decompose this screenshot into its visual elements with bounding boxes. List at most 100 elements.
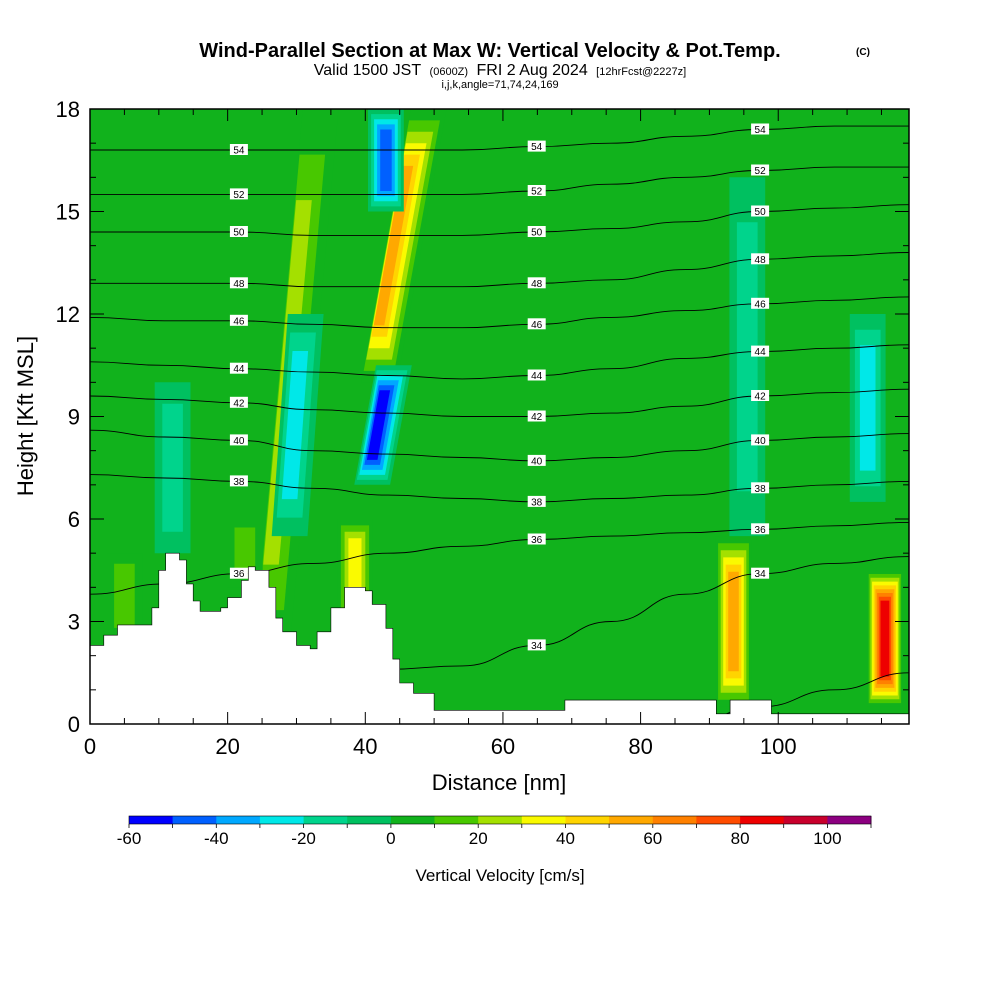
colorbar-swatch (521, 816, 566, 824)
contour-label-text: 38 (233, 477, 245, 488)
y-tick-label: 6 (68, 507, 80, 532)
contour-label-40: 40 (229, 434, 248, 447)
contour-label-38: 38 (229, 475, 248, 488)
grid-indices: i,j,k,angle=71,74,24,169 (441, 79, 558, 91)
contour-label-text: 52 (233, 190, 245, 201)
y-tick-label: 15 (56, 200, 80, 225)
colorbar-tick-label: -60 (117, 829, 142, 848)
contour-label-text: 50 (531, 228, 543, 239)
contour-label-text: 36 (755, 525, 767, 536)
contour-label-42: 42 (527, 410, 546, 423)
downdraft-band (366, 390, 391, 460)
updraft-band (728, 571, 739, 672)
contour-label-48: 48 (229, 277, 248, 290)
contour-label-text: 42 (233, 398, 245, 409)
valid-time: Valid 1500 JST (314, 62, 422, 79)
colorbar-frame (128, 815, 872, 825)
x-tick-label: 40 (353, 734, 377, 759)
y-tick-label: 0 (68, 712, 80, 737)
contour-label-54: 54 (527, 140, 546, 153)
colorbar-swatch (696, 816, 741, 824)
contour-label-46: 46 (229, 314, 248, 327)
contour-label-text: 44 (233, 364, 245, 375)
contour-label-text: 52 (531, 187, 543, 198)
contour-label-text: 48 (531, 279, 543, 290)
colorbar-tick-label: 60 (643, 829, 662, 848)
updraft-band (880, 600, 890, 677)
contour-label-50: 50 (527, 226, 546, 239)
colorbar-swatch (216, 816, 261, 824)
contour-label-text: 40 (531, 456, 543, 467)
colorbar-swatch (172, 816, 217, 824)
contour-label-48: 48 (751, 253, 770, 266)
contour-label-text: 50 (755, 207, 767, 218)
forecast-label: [12hrFcst@2227z] (596, 66, 686, 78)
contour-label-text: 34 (531, 641, 543, 652)
downdraft-band (281, 351, 309, 500)
x-tick-label: 60 (491, 734, 515, 759)
colorbar: -60 -40 -20 0 20 40 60 80 100 (117, 815, 872, 848)
contour-label-text: 38 (755, 484, 767, 495)
colorbar-swatch (740, 816, 785, 824)
colorbar-tick-label: 0 (386, 829, 395, 848)
contour-label-50: 50 (229, 226, 248, 239)
contour-label-40: 40 (527, 454, 546, 467)
colorbar-swatch (783, 816, 828, 824)
contour-label-text: 36 (233, 569, 245, 580)
contour-label-44: 44 (751, 345, 770, 358)
y-tick-label: 18 (56, 97, 80, 122)
contour-label-34: 34 (527, 639, 546, 652)
contour-label-text: 54 (755, 125, 767, 136)
downdraft-band (859, 345, 876, 471)
contour-label-52: 52 (229, 188, 248, 201)
contour-label-54: 54 (751, 123, 770, 136)
colorbar-tick-label: 20 (469, 829, 488, 848)
contour-label-54: 54 (229, 144, 248, 157)
contour-label-text: 50 (233, 228, 245, 239)
contour-label-text: 46 (531, 320, 543, 331)
contour-label-36: 36 (229, 567, 248, 580)
colorbar-swatch (303, 816, 348, 824)
y-tick-label: 3 (68, 610, 80, 635)
contour-label-42: 42 (751, 390, 770, 403)
colorbar-swatch (565, 816, 610, 824)
contour-label-34: 34 (751, 567, 770, 580)
chart-title: Wind-Parallel Section at Max W: Vertical… (199, 40, 780, 62)
colorbar-tick-label: -40 (204, 829, 229, 848)
contour-label-text: 34 (755, 569, 767, 580)
colorbar-swatch (478, 816, 523, 824)
y-axis-label: Height [Kft MSL] (13, 336, 38, 496)
contour-label-44: 44 (527, 369, 546, 382)
contour-label-text: 46 (233, 316, 245, 327)
contour-label-text: 36 (531, 535, 543, 546)
x-tick-label: 100 (760, 734, 797, 759)
downdraft-band (162, 403, 183, 532)
colorbar-tick-label: 40 (556, 829, 575, 848)
contour-label-text: 46 (755, 299, 767, 310)
contour-label-48: 48 (527, 277, 546, 290)
colorbar-swatch (434, 816, 479, 824)
terrain-mask (90, 552, 909, 724)
contour-label-text: 40 (233, 436, 245, 447)
y-tick-label: 12 (56, 302, 80, 327)
x-tick-label: 20 (215, 734, 239, 759)
colorbar-swatch (827, 816, 872, 824)
contour-label-42: 42 (229, 396, 248, 409)
contour-label-text: 52 (755, 166, 767, 177)
colorbar-title: Vertical Velocity [cm/s] (415, 866, 584, 885)
contour-label-52: 52 (527, 185, 546, 198)
contour-label-44: 44 (229, 362, 248, 375)
contour-label-text: 54 (531, 142, 543, 153)
contour-label-36: 36 (751, 523, 770, 536)
contour-label-text: 40 (755, 436, 767, 447)
colorbar-tick-label: 100 (813, 829, 841, 848)
downdraft-band (736, 222, 758, 492)
x-tick-label: 0 (84, 734, 96, 759)
y-tick-label: 9 (68, 405, 80, 430)
contour-label-36: 36 (527, 533, 546, 546)
colorbar-swatch (652, 816, 697, 824)
valid-date: FRI 2 Aug 2024 (477, 62, 588, 79)
contour-label-text: 44 (531, 371, 543, 382)
x-axis-label: Distance [nm] (432, 770, 567, 795)
downdraft-band (380, 129, 392, 191)
